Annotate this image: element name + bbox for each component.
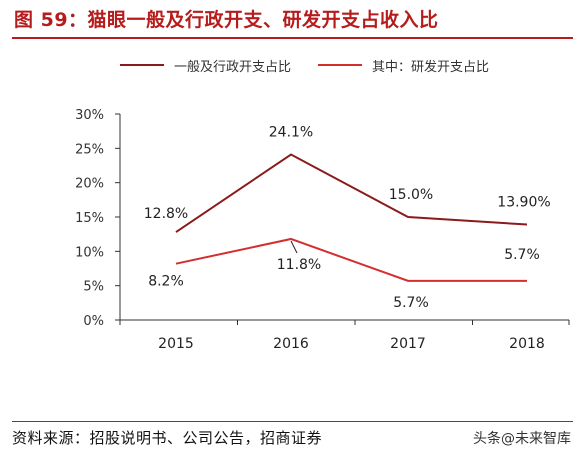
legend-item-ga: 一般及行政开支占比	[120, 52, 291, 78]
legend: 一般及行政开支占比 其中：研发开支占比	[0, 52, 581, 78]
legend-label-rd: 其中：研发开支占比	[372, 59, 490, 75]
label-leader	[290, 240, 298, 254]
y-tick-label: 25%	[75, 142, 104, 157]
data-label: 11.8%	[277, 257, 321, 273]
data-label: 24.1%	[269, 125, 313, 141]
y-tick-label: 20%	[75, 177, 104, 192]
line-chart: 0% 5% 10% 15% 20% 25% 30% 2015 2016 2017 2018 12.8%…	[75, 108, 570, 352]
x-tick-label: 2016	[273, 336, 309, 352]
chart-title: 图 59：猫眼一般及行政开支、研发开支占收入比	[14, 9, 439, 31]
data-label: 13.90%	[497, 195, 550, 211]
x-tick-label: 2017	[390, 336, 426, 352]
legend-item-rd: 其中：研发开支占比	[318, 52, 489, 78]
y-tick-label: 30%	[75, 108, 104, 123]
y-tick-label: 5%	[83, 280, 104, 295]
title-divider	[12, 37, 573, 39]
series-line-1	[175, 153, 528, 233]
x-tick-label: 2015	[158, 336, 194, 352]
legend-label-ga: 一般及行政开支占比	[174, 59, 292, 75]
watermark: 头条@未来智库	[473, 431, 571, 447]
footer-divider	[12, 421, 573, 422]
y-tick-label: 15%	[75, 211, 104, 226]
data-label: 5.7%	[393, 295, 429, 311]
y-tick-label: 0%	[83, 314, 104, 329]
data-label: 8.2%	[148, 274, 184, 290]
series-line-2	[175, 237, 527, 282]
data-label: 15.0%	[389, 187, 433, 203]
legend-swatch-ga	[120, 64, 164, 66]
data-label: 12.8%	[144, 206, 188, 222]
legend-swatch-rd	[318, 64, 362, 66]
data-label: 5.7%	[504, 247, 540, 263]
source-note: 资料来源：招股说明书、公司公告，招商证券	[12, 429, 323, 447]
y-tick-label: 10%	[75, 245, 104, 260]
x-tick-label: 2018	[509, 336, 545, 352]
